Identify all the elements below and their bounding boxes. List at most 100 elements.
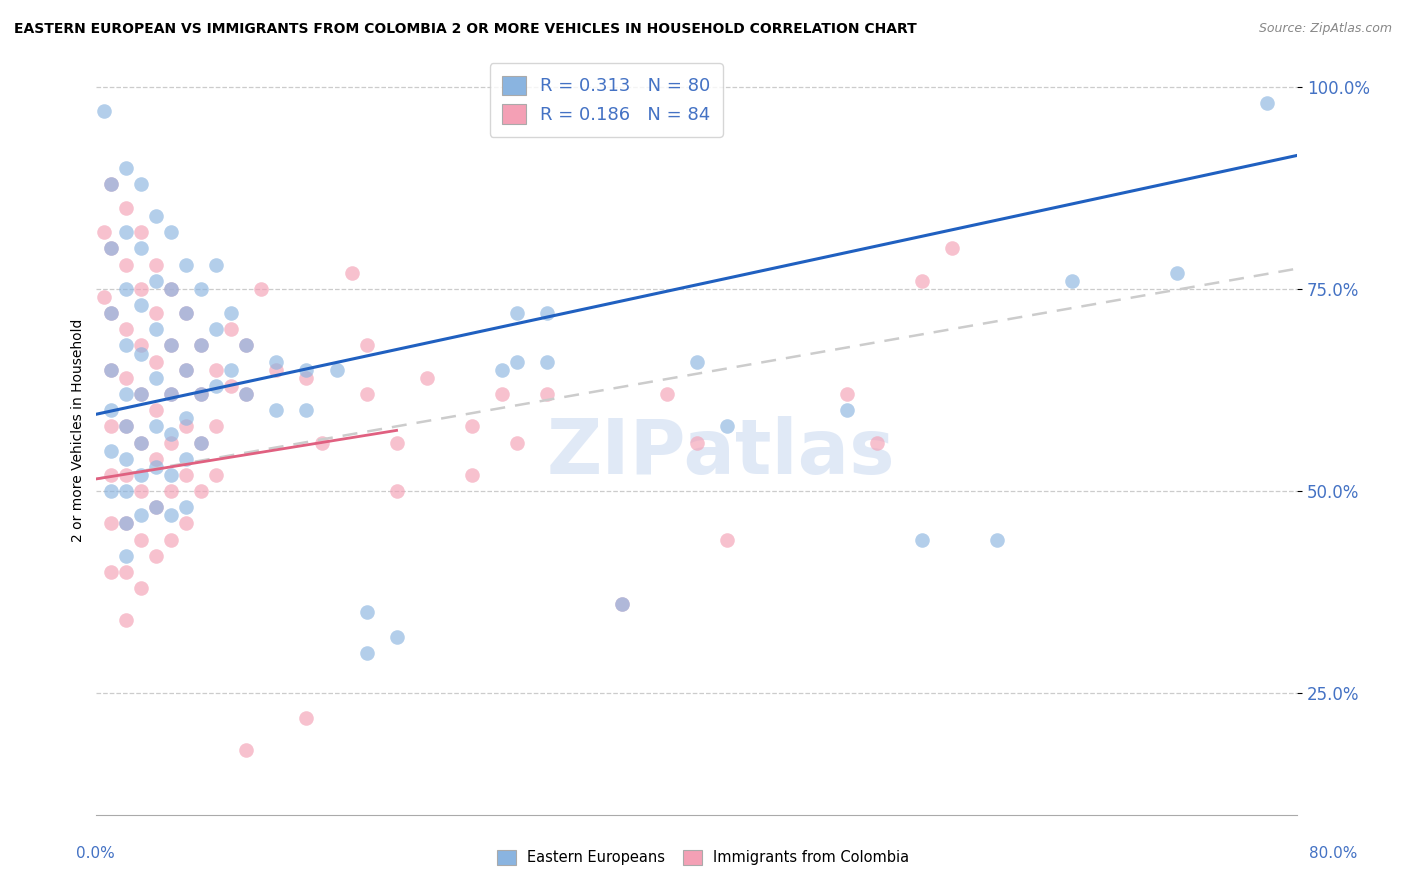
Legend: R = 0.313   N = 80, R = 0.186   N = 84: R = 0.313 N = 80, R = 0.186 N = 84 — [489, 63, 723, 137]
Point — [205, 258, 228, 272]
Point — [100, 306, 122, 320]
Text: EASTERN EUROPEAN VS IMMIGRANTS FROM COLOMBIA 2 OR MORE VEHICLES IN HOUSEHOLD COR: EASTERN EUROPEAN VS IMMIGRANTS FROM COLO… — [14, 22, 917, 37]
Point — [835, 403, 858, 417]
Legend: Eastern Europeans, Immigrants from Colombia: Eastern Europeans, Immigrants from Colom… — [491, 844, 915, 871]
Point — [610, 597, 633, 611]
Point — [986, 533, 1008, 547]
Point — [160, 484, 183, 499]
Point — [160, 508, 183, 523]
Point — [190, 338, 212, 352]
Point — [115, 516, 138, 531]
Point — [536, 354, 558, 368]
Point — [911, 274, 934, 288]
Point — [190, 435, 212, 450]
Point — [145, 451, 167, 466]
Point — [100, 306, 122, 320]
Point — [176, 306, 198, 320]
Text: ZIPatlas: ZIPatlas — [547, 417, 896, 491]
Point — [131, 298, 153, 312]
Point — [115, 614, 138, 628]
Point — [235, 338, 257, 352]
Point — [505, 306, 527, 320]
Point — [131, 282, 153, 296]
Point — [176, 419, 198, 434]
Point — [295, 710, 318, 724]
Point — [160, 225, 183, 239]
Point — [115, 225, 138, 239]
Point — [115, 549, 138, 563]
Point — [491, 387, 513, 401]
Text: 0.0%: 0.0% — [76, 846, 115, 861]
Point — [93, 290, 115, 304]
Point — [131, 387, 153, 401]
Point — [160, 282, 183, 296]
Point — [160, 338, 183, 352]
Point — [716, 533, 738, 547]
Point — [221, 306, 243, 320]
Point — [115, 322, 138, 336]
Point — [145, 306, 167, 320]
Point — [145, 500, 167, 515]
Point — [205, 467, 228, 482]
Point — [221, 322, 243, 336]
Point — [686, 354, 709, 368]
Point — [176, 411, 198, 425]
Point — [115, 419, 138, 434]
Point — [176, 362, 198, 376]
Point — [235, 387, 257, 401]
Point — [160, 387, 183, 401]
Point — [100, 443, 122, 458]
Point — [190, 484, 212, 499]
Point — [250, 282, 273, 296]
Point — [145, 322, 167, 336]
Point — [160, 387, 183, 401]
Point — [145, 459, 167, 474]
Point — [190, 435, 212, 450]
Point — [145, 354, 167, 368]
Point — [115, 467, 138, 482]
Point — [145, 403, 167, 417]
Point — [190, 338, 212, 352]
Point — [176, 451, 198, 466]
Point — [145, 419, 167, 434]
Point — [131, 467, 153, 482]
Point — [160, 427, 183, 442]
Point — [131, 508, 153, 523]
Point — [160, 338, 183, 352]
Point — [131, 533, 153, 547]
Point — [266, 362, 288, 376]
Point — [1166, 266, 1188, 280]
Point — [115, 258, 138, 272]
Point — [100, 177, 122, 191]
Point — [190, 387, 212, 401]
Point — [536, 306, 558, 320]
Point — [385, 630, 408, 644]
Point — [100, 484, 122, 499]
Point — [131, 225, 153, 239]
Point — [100, 419, 122, 434]
Point — [190, 282, 212, 296]
Point — [505, 435, 527, 450]
Point — [911, 533, 934, 547]
Point — [131, 581, 153, 595]
Point — [176, 500, 198, 515]
Point — [385, 484, 408, 499]
Point — [115, 451, 138, 466]
Point — [536, 387, 558, 401]
Point — [93, 225, 115, 239]
Point — [835, 387, 858, 401]
Point — [93, 103, 115, 118]
Point — [145, 500, 167, 515]
Point — [610, 597, 633, 611]
Point — [1060, 274, 1083, 288]
Point — [115, 161, 138, 175]
Text: Source: ZipAtlas.com: Source: ZipAtlas.com — [1258, 22, 1392, 36]
Point — [941, 241, 963, 255]
Point — [235, 743, 257, 757]
Point — [340, 266, 363, 280]
Point — [235, 387, 257, 401]
Point — [415, 371, 437, 385]
Point — [100, 516, 122, 531]
Point — [176, 362, 198, 376]
Point — [145, 274, 167, 288]
